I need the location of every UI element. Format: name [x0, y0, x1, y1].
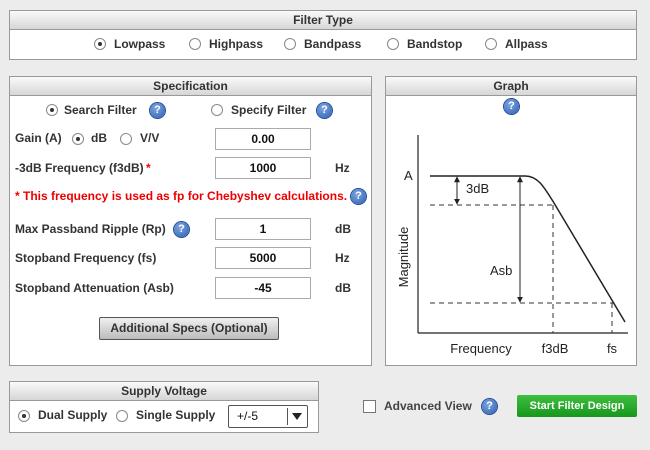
unit-label: Hz — [335, 251, 350, 265]
radio-label[interactable]: Highpass — [209, 37, 264, 51]
a-label: A — [404, 168, 413, 183]
radio[interactable] — [120, 133, 132, 145]
checkbox-label[interactable]: Advanced View — [384, 399, 472, 413]
help-icon[interactable] — [317, 103, 332, 118]
y-axis-label: Magnitude — [396, 227, 411, 288]
text-input[interactable]: 1 — [215, 218, 311, 240]
panel-title: Specification — [10, 77, 371, 96]
radio[interactable] — [72, 133, 84, 145]
help-icon[interactable] — [504, 99, 519, 114]
radio[interactable] — [387, 38, 399, 50]
panel-title: Supply Voltage — [10, 382, 318, 401]
field-label: Max Passband Ripple (Rp) — [15, 222, 166, 236]
unit-label: Hz — [335, 161, 350, 175]
radio[interactable] — [485, 38, 497, 50]
help-icon[interactable] — [482, 399, 497, 414]
text-input[interactable]: 5000 — [215, 247, 311, 269]
required-mark: * — [146, 161, 151, 175]
field-label: Stopband Attenuation (Asb) — [15, 281, 174, 295]
response-curve — [430, 175, 626, 323]
radio-label[interactable]: Specify Filter — [231, 103, 307, 117]
radio[interactable] — [46, 104, 58, 116]
radio-label[interactable]: dB — [91, 131, 107, 145]
radio-label[interactable]: Bandstop — [407, 37, 463, 51]
unit-label: dB — [335, 222, 351, 236]
radio-label[interactable]: V/V — [140, 131, 160, 145]
radio-label[interactable]: Dual Supply — [38, 408, 108, 422]
help-icon[interactable] — [351, 189, 366, 204]
radio[interactable] — [94, 38, 106, 50]
checkbox[interactable] — [363, 400, 376, 413]
help-icon[interactable] — [150, 103, 165, 118]
radio[interactable] — [189, 38, 201, 50]
radio-label[interactable]: Allpass — [505, 37, 548, 51]
select-divider — [287, 408, 288, 425]
note: * This frequency is used as fp for Cheby… — [15, 189, 348, 203]
select-arrow — [292, 413, 302, 420]
guide-lines — [430, 204, 614, 333]
radio-label[interactable]: Lowpass — [114, 37, 166, 51]
panel-title: Filter Type — [10, 11, 636, 30]
radio-label[interactable]: Search Filter — [64, 103, 137, 117]
panel-title: Graph — [386, 77, 636, 96]
x-axis-label: Frequency — [450, 341, 512, 356]
field-label: Stopband Frequency (fs) — [15, 251, 157, 265]
radio-label[interactable]: Bandpass — [304, 37, 362, 51]
text-input[interactable]: -45 — [215, 277, 311, 299]
asb-label: Asb — [490, 263, 512, 278]
help-icon[interactable] — [174, 222, 189, 237]
fs-label: fs — [607, 341, 618, 356]
f3db-label: f3dB — [542, 341, 569, 356]
field-label: Gain (A) — [15, 131, 62, 145]
radio-label[interactable]: Single Supply — [136, 408, 216, 422]
text-input[interactable]: 1000 — [215, 157, 311, 179]
filter-type-panel: Filter Type — [9, 10, 637, 60]
graph-diagram: A 3dB Asb Magnitude Frequency f3dB fs — [396, 135, 628, 356]
radio[interactable] — [116, 410, 128, 422]
text-input[interactable]: 0.00 — [215, 128, 311, 150]
select-value: +/-5 — [237, 409, 259, 423]
radio[interactable] — [211, 104, 223, 116]
unit-label: dB — [335, 281, 351, 295]
radio[interactable] — [284, 38, 296, 50]
voltage-select[interactable]: +/-5 — [228, 405, 308, 428]
ripple-label: 3dB — [466, 181, 489, 196]
field-label: -3dB Frequency (f3dB) — [15, 161, 144, 175]
arrow-shape — [292, 413, 302, 420]
additional-specs-button[interactable]: Additional Specs (Optional) — [99, 317, 279, 340]
start-button[interactable]: Start Filter Design — [517, 395, 637, 417]
radio[interactable] — [18, 410, 30, 422]
graph-panel: Graph — [385, 76, 637, 366]
